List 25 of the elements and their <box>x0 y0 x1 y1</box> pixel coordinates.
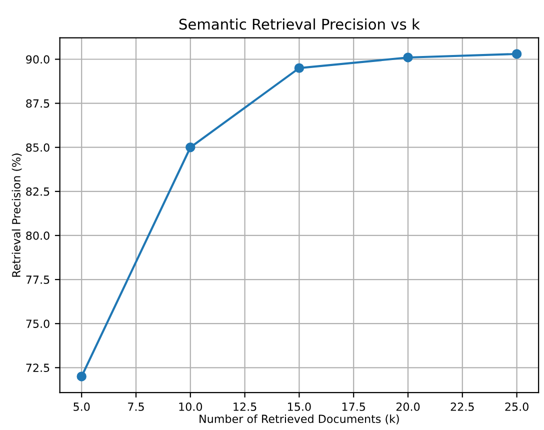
y-tick-label: 85.0 <box>26 143 50 152</box>
point <box>186 142 196 152</box>
x-tick-label: 17.5 <box>342 402 365 411</box>
x-tick-label: 5.0 <box>74 402 90 411</box>
y-axis-title: Retrieval Precision (%) <box>12 154 22 277</box>
y-tick-label: 87.5 <box>26 99 50 108</box>
x-tick-label: 15.0 <box>288 402 311 411</box>
x-tick-label: 12.5 <box>234 402 256 411</box>
point <box>512 49 522 59</box>
x-tick-label: 10.0 <box>179 402 202 411</box>
point <box>403 52 413 62</box>
y-tick-label: 82.5 <box>26 187 50 196</box>
y-tick-label: 77.5 <box>26 276 50 284</box>
y-tick-label: 90.0 <box>26 55 50 64</box>
chart-title: Semantic Retrieval Precision vs k <box>179 18 420 30</box>
point <box>76 372 86 382</box>
y-tick-label: 75.0 <box>26 320 50 328</box>
x-axis-title: Number of Retrieved Documents (k) <box>200 414 399 424</box>
x-tick-label: 20.0 <box>396 402 420 411</box>
y-tick-label: 80.0 <box>26 231 50 240</box>
x-tick-label: 22.5 <box>450 402 474 411</box>
x-tick-label: 25.0 <box>505 402 528 411</box>
x-tick-label: 7.5 <box>128 402 144 411</box>
point <box>294 63 304 73</box>
y-tick-label: 72.5 <box>26 364 50 372</box>
